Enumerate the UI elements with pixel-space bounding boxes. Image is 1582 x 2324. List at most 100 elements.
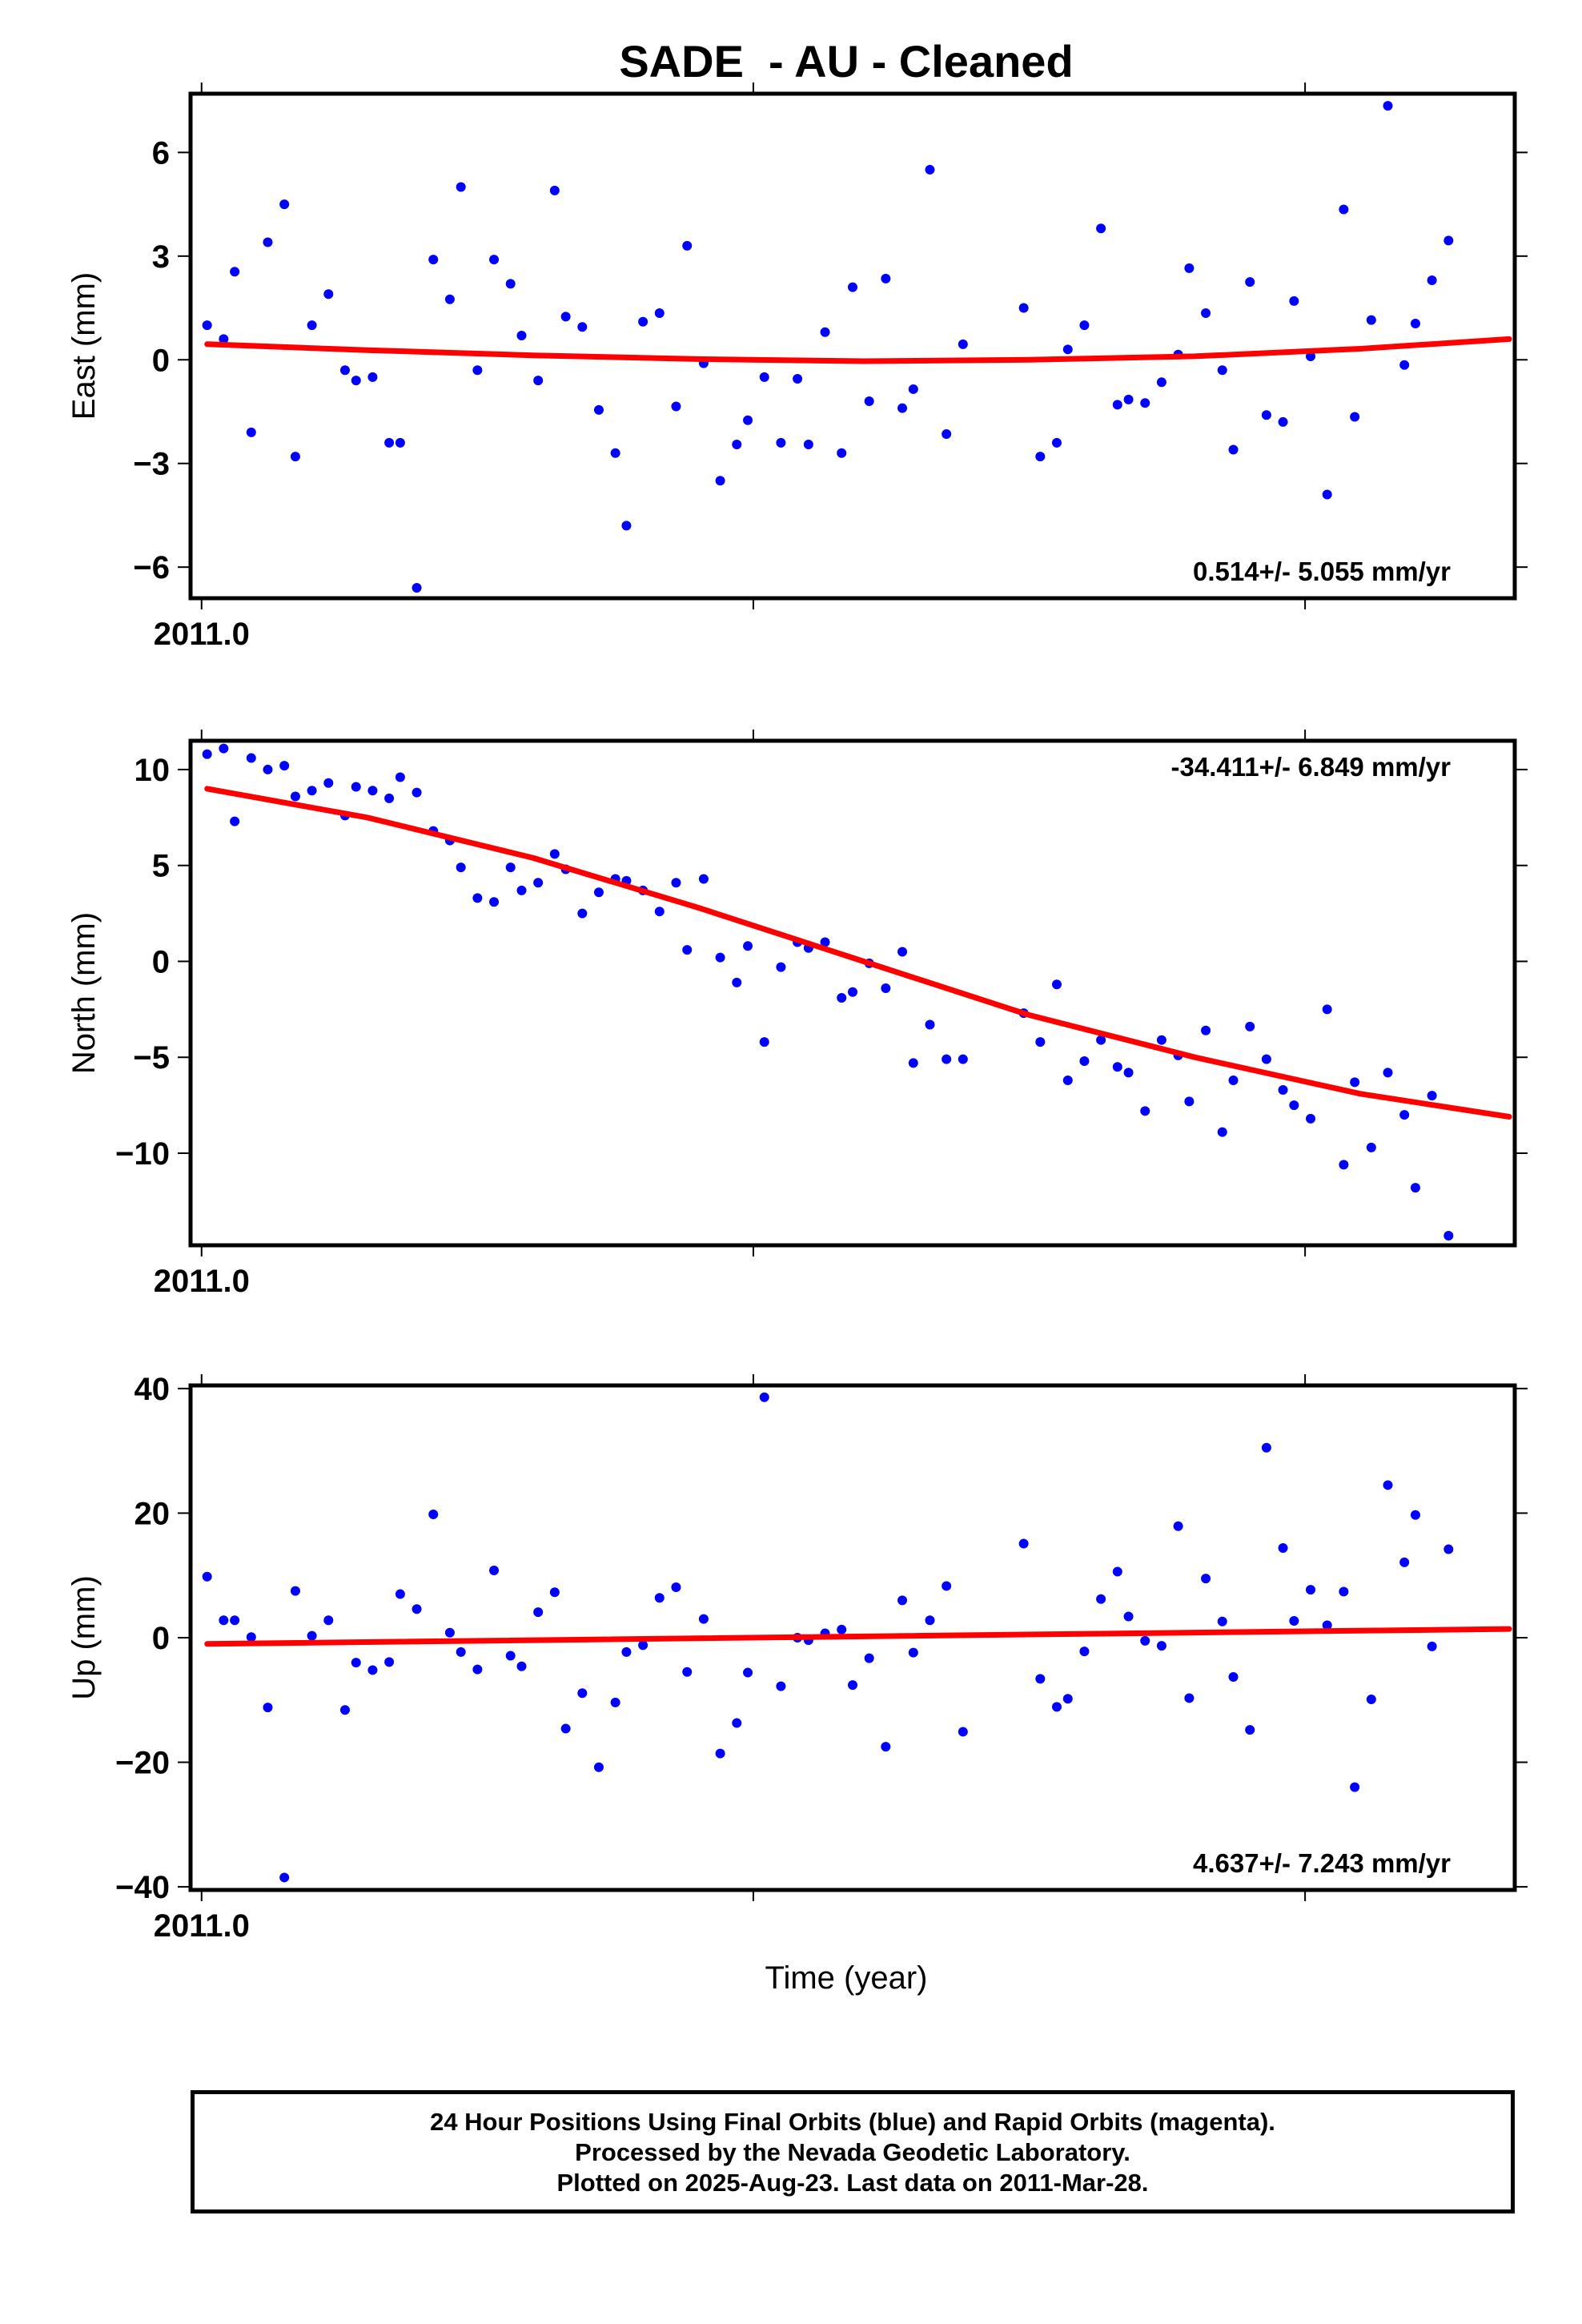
- east-data-point: [1383, 101, 1393, 111]
- up-data-point: [743, 1667, 753, 1678]
- up-y-tick-label: −40: [115, 1870, 170, 1905]
- east-y-tick-label: 3: [152, 239, 170, 275]
- east-data-point: [743, 415, 753, 425]
- east-data-point: [1399, 360, 1410, 370]
- up-y-axis-label: Up (mm): [66, 1575, 102, 1700]
- up-data-point: [1339, 1586, 1349, 1597]
- north-data-point: [671, 878, 681, 888]
- north-data-point: [897, 947, 908, 957]
- east-data-point: [1504, 0, 1514, 5]
- north-data-point: [279, 761, 290, 771]
- up-data-point: [412, 1604, 422, 1614]
- north-data-point: [533, 878, 544, 888]
- east-data-point: [1156, 377, 1166, 388]
- up-data-point: [1123, 1611, 1134, 1622]
- up-data-point: [339, 1705, 350, 1715]
- east-data-point: [759, 372, 769, 382]
- east-data-point: [1062, 344, 1073, 355]
- up-data-point: [290, 1586, 300, 1596]
- east-data-point: [219, 334, 229, 344]
- east-data-point: [1201, 308, 1211, 319]
- up-data-point: [837, 1624, 847, 1634]
- up-data-point: [942, 1581, 952, 1591]
- north-data-point: [202, 749, 212, 759]
- north-frame: [188, 738, 1517, 1248]
- up-plot-area: [202, 1392, 1512, 1883]
- north-data-point: [682, 945, 693, 955]
- east-data-point: [1278, 416, 1288, 427]
- up-data-point: [610, 1697, 620, 1707]
- up-data-point: [1399, 1557, 1410, 1567]
- east-data-point: [908, 384, 918, 394]
- east-data-point: [942, 429, 952, 440]
- up-data-point: [1306, 1585, 1316, 1595]
- north-data-point: [881, 983, 891, 994]
- up-data-point: [1261, 1442, 1271, 1453]
- up-data-point: [715, 1748, 725, 1759]
- north-data-point: [1289, 1100, 1299, 1111]
- up-data-point: [428, 1510, 439, 1519]
- north-data-point: [593, 887, 604, 898]
- up-data-point: [759, 1392, 769, 1402]
- north-data-point: [1217, 1127, 1227, 1137]
- north-rate-annotation: -34.411+/- 6.849 mm/yr: [1171, 752, 1452, 782]
- north-data-point: [1443, 1231, 1454, 1241]
- east-x-tick-label: 2011.0: [154, 617, 250, 652]
- north-data-point: [219, 743, 229, 754]
- north-data-point: [732, 977, 742, 987]
- up-data-point: [1443, 1544, 1454, 1554]
- up-data-point: [1018, 1538, 1029, 1549]
- north-y-tick-label: 5: [152, 849, 170, 884]
- up-x-tick-label: 2011.0: [154, 1908, 250, 1944]
- east-data-point: [621, 521, 632, 531]
- north-data-point: [837, 992, 847, 1003]
- up-data-point: [897, 1595, 908, 1606]
- east-data-point: [577, 322, 588, 332]
- up-data-point: [1096, 1594, 1106, 1604]
- east-y-tick-label: −6: [133, 550, 170, 585]
- up-y-tick-label: 20: [135, 1496, 171, 1531]
- east-data-point: [428, 255, 439, 265]
- east-data-point: [395, 437, 405, 448]
- up-data-point: [307, 1630, 317, 1641]
- east-data-point: [1460, 0, 1470, 5]
- east-data-point: [1140, 398, 1150, 408]
- north-data-point: [1278, 1084, 1288, 1095]
- north-data-point: [489, 897, 500, 907]
- north-data-point: [1261, 1054, 1271, 1064]
- up-data-point: [593, 1762, 604, 1772]
- north-data-point: [472, 893, 483, 903]
- up-data-point: [1322, 1620, 1332, 1630]
- north-data-point: [412, 787, 422, 798]
- east-data-point: [803, 439, 813, 449]
- east-data-point: [837, 448, 847, 458]
- east-data-point: [1112, 400, 1122, 410]
- up-data-point: [1112, 1566, 1122, 1577]
- up-data-point: [263, 1703, 273, 1713]
- north-data-point: [1245, 1021, 1255, 1031]
- north-data-point: [384, 793, 395, 803]
- north-data-point: [1228, 1075, 1239, 1085]
- north-data-point: [1366, 1142, 1376, 1152]
- east-data-point: [1322, 489, 1332, 500]
- up-data-point: [472, 1664, 483, 1675]
- east-data-point: [516, 331, 527, 341]
- up-data-point: [367, 1665, 378, 1675]
- east-data-point: [279, 199, 290, 210]
- east-data-point: [1184, 263, 1195, 273]
- east-data-point: [654, 308, 665, 319]
- up-data-point: [202, 1571, 212, 1582]
- north-data-point: [1472, 0, 1481, 5]
- east-frame: [188, 91, 1517, 601]
- north-fit-curve: [204, 786, 1512, 1120]
- up-data-point: [1173, 1521, 1183, 1531]
- north-data-point: [1383, 1068, 1393, 1078]
- up-fit-curve: [204, 1626, 1512, 1647]
- east-data-point: [897, 403, 908, 413]
- east-data-point: [1350, 412, 1360, 422]
- north-data-point: [1322, 1004, 1332, 1015]
- up-data-point: [638, 1640, 648, 1651]
- north-data-point: [848, 987, 857, 997]
- north-data-point: [820, 937, 830, 947]
